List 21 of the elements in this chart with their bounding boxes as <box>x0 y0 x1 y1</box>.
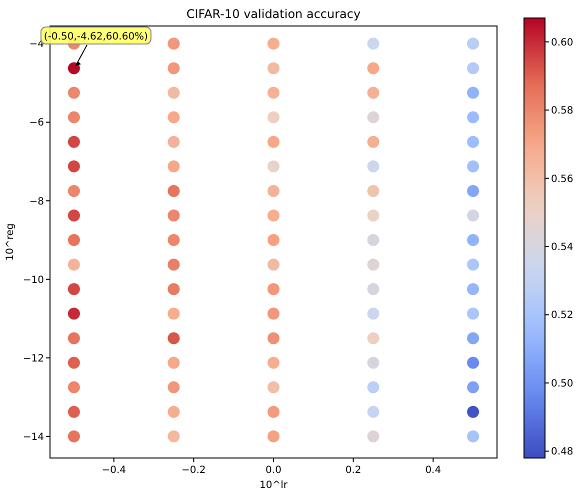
chart-title: CIFAR-10 validation accuracy <box>186 7 361 21</box>
x-axis-title: 10^lr <box>260 480 288 491</box>
x-tick-label: −0.4 <box>102 465 126 476</box>
color-bar-label: 0.54 <box>551 242 574 254</box>
x-tick-label: −0.2 <box>182 465 206 476</box>
x-tick-label: 0.0 <box>266 465 282 476</box>
y-tick-label: −14 <box>22 432 44 443</box>
color-bar-label: 0.58 <box>551 106 574 117</box>
y-tick-label: −10 <box>22 274 44 286</box>
y-tick-label: −6 <box>29 118 44 129</box>
color-bar-label: 0.48 <box>551 446 574 458</box>
color-bar-label: 0.50 <box>551 378 574 390</box>
color-bar-label: 0.52 <box>551 310 574 322</box>
x-tick-label: 0.2 <box>345 465 362 476</box>
y-tick-label: −12 <box>22 353 44 364</box>
color-bar-label: 0.56 <box>551 174 574 185</box>
color-bar-label: 0.60 <box>551 37 574 48</box>
x-tick-label: 0.4 <box>425 465 442 476</box>
annotation: (-0.50,-4.62,60.60%) <box>44 32 148 42</box>
y-axis-title: 10^reg <box>5 223 16 261</box>
y-tick-label: −8 <box>29 196 44 208</box>
